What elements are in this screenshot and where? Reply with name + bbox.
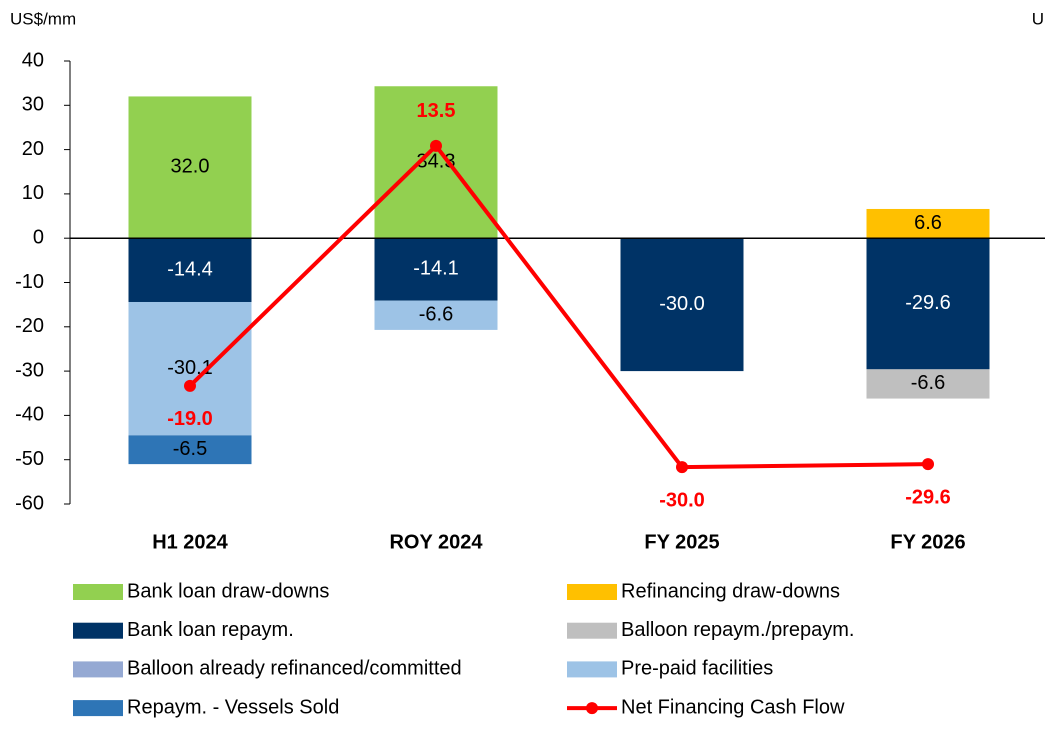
bar-segment: [128, 301, 252, 436]
bar-segment: [866, 208, 990, 239]
y-tick-label: 10: [22, 182, 44, 204]
y-tick-label: -40: [15, 404, 44, 426]
bar-segment: [620, 238, 744, 372]
bar-label: -14.1: [413, 258, 459, 280]
y-axis-label: US$/mm: [10, 9, 76, 28]
legend-swatch: [73, 584, 123, 600]
bar-segment: [374, 86, 498, 239]
y-tick-label: 30: [22, 94, 44, 116]
bar-label: -29.6: [905, 292, 951, 314]
legend-label: Repaym. - Vessels Sold: [127, 696, 339, 718]
bar-segment: [374, 238, 498, 301]
y-tick-label: -10: [15, 271, 44, 293]
bar-segment: [866, 238, 990, 370]
legend-swatch: [73, 661, 123, 678]
legend-swatch: [73, 700, 123, 717]
legend-swatch: [567, 661, 617, 678]
bar-label: -30.0: [659, 293, 705, 315]
y2-axis-label: U: [1032, 9, 1044, 28]
bar-segment: [128, 435, 252, 465]
bar-label: 6.6: [914, 212, 942, 234]
legend-swatch: [567, 622, 617, 639]
y-tick-label: -30: [15, 359, 44, 381]
legend-label: Refinancing draw-downs: [621, 580, 840, 602]
y-tick-label: 40: [22, 49, 44, 71]
bar-label: -6.5: [173, 438, 207, 460]
bar-label: 32.0: [171, 156, 210, 178]
line-point: [922, 458, 934, 471]
line-label: 13.5: [417, 100, 456, 122]
bar-segment: [374, 300, 498, 330]
line-label: -19.0: [167, 408, 213, 430]
legend-label: Net Financing Cash Flow: [621, 696, 845, 718]
legend-label: Pre-paid facilities: [621, 658, 773, 680]
legend-label: Bank loan draw-downs: [127, 580, 329, 602]
y-tick-label: -20: [15, 315, 44, 337]
legend-swatch: [73, 622, 123, 639]
x-tick-label: ROY 2024: [389, 531, 483, 553]
line-point: [184, 379, 196, 392]
line-point: [676, 461, 688, 474]
line-label: -30.0: [659, 489, 705, 511]
legend-label: Bank loan repaym.: [127, 619, 294, 641]
y-tick-label: -50: [15, 448, 44, 470]
y-tick-label: -60: [15, 492, 44, 514]
bar-label: -6.6: [419, 304, 453, 326]
x-tick-label: FY 2025: [644, 531, 719, 553]
x-tick-label: FY 2026: [890, 531, 965, 553]
line-point: [430, 139, 442, 152]
legend-label: Balloon already refinanced/committed: [127, 658, 462, 680]
bar-label: -14.4: [167, 258, 213, 280]
bar-segment: [128, 96, 252, 239]
legend-swatch-dot: [586, 702, 598, 715]
bar-segment: [866, 369, 990, 399]
line-label: -29.6: [905, 486, 951, 508]
line: [188, 142, 929, 470]
legend-swatch: [567, 584, 617, 600]
y-tick-label: 0: [33, 226, 44, 248]
bar-segment: [128, 238, 252, 302]
y-tick-label: 20: [22, 138, 44, 160]
bar-label: -6.6: [911, 372, 945, 394]
legend-label: Balloon repaym./prepaym.: [621, 619, 854, 641]
x-tick-label: H1 2024: [152, 531, 228, 553]
